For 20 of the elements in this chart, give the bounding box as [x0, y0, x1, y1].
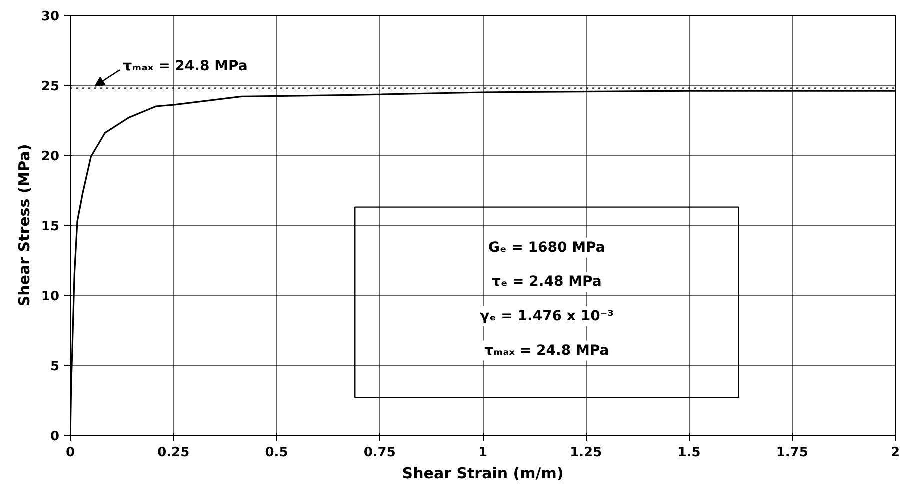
x-tick-label: 0.5: [265, 446, 288, 460]
y-tick-label: 0: [50, 430, 60, 444]
x-tick-label: 1.5: [678, 446, 701, 460]
text: Gₑ = 1680 MPa τₑ = 2.48 MPa γₑ = 1.476 x 10⁻³ τₘₐₓ = 24.8 MPa: [480, 240, 614, 359]
x-tick-label: 1.75: [776, 446, 808, 460]
y-tick-label: 20: [41, 150, 60, 164]
x-tick-label: 0.25: [158, 446, 190, 460]
y-tick-label: 15: [41, 220, 60, 234]
y-axis-title: Shear Stress (MPa): [15, 144, 34, 307]
x-tick-label: 2: [890, 446, 900, 460]
x-tick-label: 0.75: [364, 446, 396, 460]
annotation: τₘₐₓ = 24.8 MPa: [123, 58, 248, 74]
y-tick-label: 5: [50, 360, 60, 374]
x-tick-label: 1.25: [570, 446, 602, 460]
x-axis-title: Shear Strain (m/m): [402, 464, 564, 482]
x-tick-label: 0: [66, 446, 76, 460]
y-tick-label: 25: [41, 80, 60, 94]
y-tick-label: 10: [41, 290, 60, 304]
y-tick-label: 30: [41, 10, 60, 24]
x-tick-label: 1: [478, 446, 488, 460]
